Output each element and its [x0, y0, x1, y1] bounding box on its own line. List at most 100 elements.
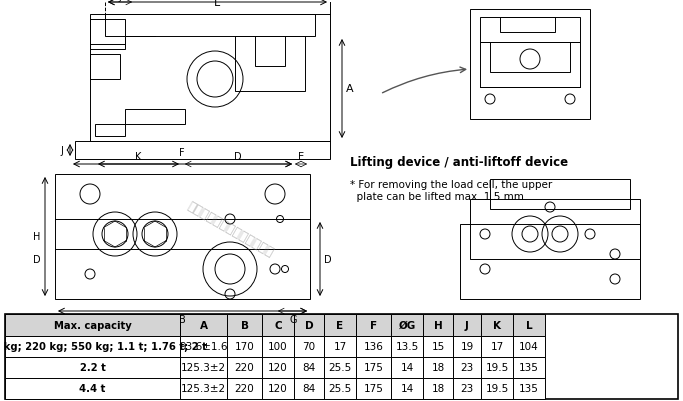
Bar [481, 378, 513, 399]
Text: D: D [33, 254, 41, 264]
Bar [75, 142, 330, 160]
Bar [324, 336, 356, 357]
Text: 25.5: 25.5 [329, 383, 352, 393]
Text: L: L [526, 320, 532, 330]
Text: K: K [493, 320, 501, 330]
Text: 220: 220 [235, 383, 254, 393]
Text: 136: 136 [363, 342, 383, 352]
Text: H: H [434, 320, 443, 330]
Text: J: J [119, 0, 122, 2]
Text: 84: 84 [303, 363, 316, 373]
Bar [324, 378, 356, 399]
Text: 135: 135 [519, 363, 539, 373]
Text: 170: 170 [235, 342, 254, 352]
Text: 104: 104 [519, 342, 539, 352]
Bar [513, 336, 545, 357]
Text: 100: 100 [268, 342, 288, 352]
Bar [5, 314, 180, 336]
Text: 4.4 t: 4.4 t [79, 383, 106, 393]
Bar [423, 357, 453, 378]
Text: 2.2 t: 2.2 t [79, 363, 105, 373]
Text: C: C [274, 320, 282, 330]
Text: J: J [465, 320, 469, 330]
Text: 135: 135 [519, 383, 539, 393]
Text: B: B [240, 320, 249, 330]
Text: L: L [214, 0, 220, 8]
Bar [105, 15, 315, 37]
Bar [423, 336, 453, 357]
Bar [227, 357, 262, 378]
Bar [513, 357, 545, 378]
Bar [294, 336, 324, 357]
Bar [95, 125, 125, 137]
Bar [453, 336, 481, 357]
Bar [490, 43, 570, 73]
Bar [235, 37, 305, 92]
Bar [227, 314, 262, 336]
Bar [5, 357, 180, 378]
Bar [481, 336, 513, 357]
Text: 19: 19 [460, 342, 473, 352]
Bar [513, 378, 545, 399]
Text: * For removing the load cell, the upper
  plate can be lifted max. 1.5 mm: * For removing the load cell, the upper … [350, 180, 553, 201]
Text: 19.5: 19.5 [486, 383, 509, 393]
Bar [423, 378, 453, 399]
Bar [5, 378, 180, 399]
Bar [294, 314, 324, 336]
Text: D: D [234, 152, 242, 162]
Text: 84: 84 [303, 383, 316, 393]
Text: 110 kg; 220 kg; 550 kg; 1.1 t; 1.76 t; 2 t: 110 kg; 220 kg; 550 kg; 1.1 t; 1.76 t; 2… [0, 342, 206, 352]
Bar [480, 43, 580, 88]
Bar [294, 357, 324, 378]
Text: G: G [289, 314, 296, 324]
Text: 220: 220 [235, 363, 254, 373]
Text: 25.5: 25.5 [329, 363, 352, 373]
Bar [460, 225, 640, 299]
Bar [453, 378, 481, 399]
Text: 17: 17 [490, 342, 503, 352]
Text: Max. capacity: Max. capacity [54, 320, 131, 330]
Text: 14: 14 [400, 383, 414, 393]
Text: 125.3±2: 125.3±2 [181, 363, 226, 373]
Text: D: D [305, 320, 313, 330]
Bar [90, 20, 125, 50]
Bar [453, 314, 481, 336]
Bar [180, 378, 227, 399]
Bar [470, 10, 590, 120]
Bar [180, 336, 227, 357]
Text: ØG: ØG [398, 320, 416, 330]
Text: A: A [199, 320, 208, 330]
Bar [262, 336, 294, 357]
Text: 175: 175 [363, 363, 383, 373]
Text: 70: 70 [303, 342, 316, 352]
Text: B: B [179, 314, 185, 324]
Text: E: E [337, 320, 344, 330]
Bar [125, 110, 185, 125]
Bar [356, 336, 391, 357]
Text: D: D [324, 254, 332, 264]
Bar [356, 314, 391, 336]
Text: 93.6±1.6: 93.6±1.6 [179, 342, 227, 352]
Text: A: A [346, 84, 354, 94]
Text: F: F [370, 320, 377, 330]
Bar [180, 314, 227, 336]
Bar [391, 378, 423, 399]
Bar [255, 37, 285, 67]
Text: 18: 18 [432, 363, 445, 373]
Bar [324, 357, 356, 378]
Text: 175: 175 [363, 383, 383, 393]
Text: 13.5: 13.5 [395, 342, 419, 352]
Bar [262, 357, 294, 378]
Bar [5, 336, 180, 357]
Bar [391, 314, 423, 336]
Bar [481, 357, 513, 378]
Bar [480, 18, 580, 43]
Bar [5, 314, 678, 399]
Text: 23: 23 [460, 363, 473, 373]
Bar [227, 378, 262, 399]
Text: J: J [61, 146, 64, 156]
Bar [227, 336, 262, 357]
Text: F: F [179, 148, 185, 158]
Text: 120: 120 [268, 383, 288, 393]
Bar [500, 18, 555, 33]
